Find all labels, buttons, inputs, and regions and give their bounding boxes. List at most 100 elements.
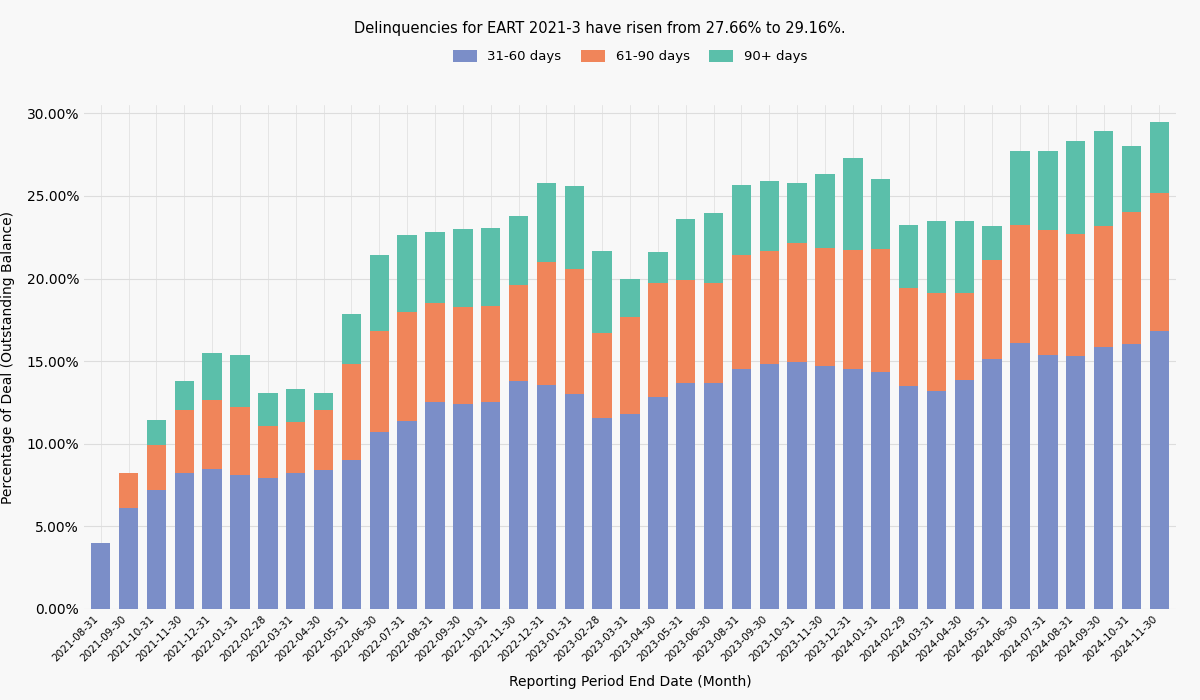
Bar bbox=[593, 251, 612, 333]
Bar bbox=[676, 219, 696, 280]
Bar bbox=[844, 369, 863, 609]
Bar bbox=[314, 393, 334, 410]
Bar bbox=[119, 508, 138, 609]
Bar bbox=[648, 284, 667, 398]
Bar bbox=[954, 220, 974, 293]
Bar bbox=[954, 293, 974, 380]
Bar bbox=[314, 410, 334, 470]
Legend: 31-60 days, 61-90 days, 90+ days: 31-60 days, 61-90 days, 90+ days bbox=[449, 46, 811, 67]
Bar bbox=[370, 255, 389, 330]
Bar bbox=[230, 475, 250, 609]
Bar bbox=[370, 330, 389, 432]
Bar bbox=[899, 288, 918, 386]
Bar bbox=[146, 444, 166, 490]
Bar bbox=[1066, 234, 1086, 356]
Bar bbox=[787, 362, 806, 609]
Bar bbox=[787, 243, 806, 362]
Bar bbox=[704, 283, 724, 384]
Bar bbox=[871, 178, 890, 248]
Bar bbox=[899, 225, 918, 288]
Bar bbox=[509, 285, 528, 381]
Bar bbox=[119, 473, 138, 508]
Bar bbox=[481, 306, 500, 402]
Bar bbox=[676, 383, 696, 609]
Bar bbox=[1122, 344, 1141, 609]
Bar bbox=[397, 421, 416, 609]
Bar bbox=[203, 353, 222, 400]
Bar bbox=[620, 279, 640, 316]
Bar bbox=[787, 183, 806, 243]
Bar bbox=[648, 252, 667, 284]
Bar bbox=[342, 461, 361, 609]
Bar bbox=[1122, 212, 1141, 344]
Bar bbox=[1094, 132, 1114, 227]
Bar bbox=[342, 314, 361, 363]
Bar bbox=[648, 398, 667, 609]
Bar bbox=[258, 393, 277, 426]
Bar bbox=[286, 473, 306, 609]
Bar bbox=[983, 225, 1002, 260]
Bar bbox=[564, 270, 584, 394]
Bar bbox=[174, 410, 194, 473]
Bar bbox=[286, 422, 306, 473]
Bar bbox=[258, 479, 277, 609]
Text: Delinquencies for EART 2021-3 have risen from 27.66% to 29.16%.: Delinquencies for EART 2021-3 have risen… bbox=[354, 21, 846, 36]
Bar bbox=[1150, 331, 1169, 609]
Bar bbox=[454, 307, 473, 404]
Bar bbox=[899, 386, 918, 609]
Bar bbox=[1066, 141, 1086, 234]
X-axis label: Reporting Period End Date (Month): Reporting Period End Date (Month) bbox=[509, 675, 751, 689]
Bar bbox=[564, 186, 584, 270]
Bar bbox=[286, 389, 306, 422]
Bar bbox=[509, 216, 528, 285]
Bar bbox=[91, 543, 110, 609]
Bar bbox=[983, 360, 1002, 609]
Bar bbox=[732, 369, 751, 609]
Bar bbox=[844, 158, 863, 250]
Bar bbox=[1094, 227, 1114, 347]
Bar bbox=[1010, 151, 1030, 225]
Bar bbox=[676, 280, 696, 383]
Bar bbox=[760, 365, 779, 609]
Bar bbox=[926, 391, 946, 609]
Bar bbox=[174, 381, 194, 410]
Bar bbox=[704, 214, 724, 283]
Bar bbox=[146, 490, 166, 609]
Bar bbox=[593, 418, 612, 609]
Bar bbox=[481, 402, 500, 609]
Bar bbox=[454, 229, 473, 307]
Bar bbox=[704, 384, 724, 609]
Y-axis label: Percentage of Deal (Outstanding Balance): Percentage of Deal (Outstanding Balance) bbox=[1, 211, 16, 503]
Bar bbox=[926, 293, 946, 391]
Bar bbox=[370, 432, 389, 609]
Bar bbox=[815, 366, 835, 609]
Bar bbox=[1122, 146, 1141, 212]
Bar bbox=[203, 468, 222, 609]
Bar bbox=[1010, 225, 1030, 343]
Bar bbox=[844, 250, 863, 369]
Bar bbox=[815, 174, 835, 248]
Bar bbox=[732, 256, 751, 369]
Bar bbox=[536, 385, 556, 609]
Bar bbox=[1010, 343, 1030, 609]
Bar bbox=[983, 260, 1002, 360]
Bar bbox=[926, 220, 946, 293]
Bar bbox=[425, 232, 445, 303]
Bar bbox=[732, 185, 751, 256]
Bar bbox=[174, 473, 194, 609]
Bar bbox=[760, 251, 779, 365]
Bar bbox=[342, 363, 361, 461]
Bar bbox=[1150, 122, 1169, 193]
Bar bbox=[620, 316, 640, 414]
Bar bbox=[481, 228, 500, 306]
Bar bbox=[509, 381, 528, 609]
Bar bbox=[258, 426, 277, 479]
Bar bbox=[203, 400, 222, 468]
Bar bbox=[1150, 193, 1169, 331]
Bar bbox=[954, 380, 974, 609]
Bar bbox=[425, 303, 445, 402]
Bar bbox=[760, 181, 779, 251]
Bar bbox=[1066, 356, 1086, 609]
Bar bbox=[536, 183, 556, 262]
Bar bbox=[397, 312, 416, 421]
